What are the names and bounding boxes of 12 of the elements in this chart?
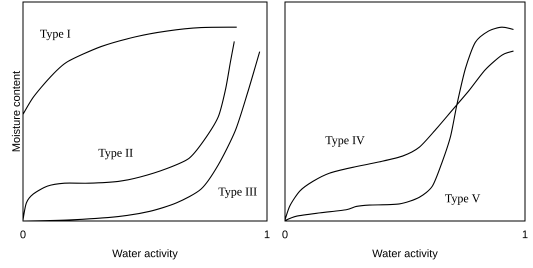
x-tick-label: 1 (522, 230, 528, 238)
x-tick-label: 0 (20, 230, 26, 238)
x-axis-title: Water activity (112, 249, 178, 260)
series-label: Type IV (325, 136, 365, 147)
x-axis-title: Water activity (372, 249, 438, 260)
x-tick-label: 1 (264, 230, 270, 238)
x-tick-label: 0 (282, 230, 288, 238)
series-label: Type I (40, 30, 70, 40)
series-label: Type V (445, 194, 480, 205)
y-axis-title: Moisture content (12, 70, 20, 152)
series-label: Type II (98, 148, 133, 160)
series-label: Type III (218, 188, 257, 198)
